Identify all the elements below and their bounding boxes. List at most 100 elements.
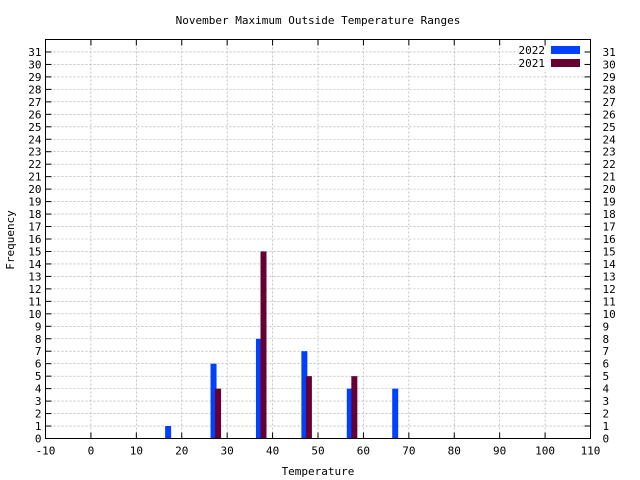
y-tick-label-right: 29: [603, 71, 616, 84]
legend-label: 2022: [519, 44, 546, 57]
y-tick-label: 31: [28, 46, 41, 59]
y-tick-label: 17: [28, 221, 41, 234]
y-tick-label: 12: [28, 283, 41, 296]
x-tick-label: 10: [130, 445, 143, 458]
bar-2022: [301, 351, 308, 439]
y-tick-label: 29: [28, 71, 41, 84]
y-tick-label-right: 9: [603, 320, 610, 333]
y-tick-label: 27: [28, 96, 41, 109]
y-tick-label: 13: [28, 270, 41, 283]
x-tick-label: 70: [402, 445, 415, 458]
y-tick-label: 26: [28, 108, 41, 121]
y-tick-label-right: 12: [603, 283, 616, 296]
x-tick-label: 30: [221, 445, 234, 458]
y-tick-label-right: 28: [603, 83, 616, 96]
x-tick-label: 110: [581, 445, 601, 458]
y-tick-label-right: 30: [603, 58, 616, 71]
legend-label: 2021: [519, 57, 546, 70]
bar-2022: [255, 338, 262, 439]
bar-2021: [215, 388, 222, 439]
bars: [165, 251, 399, 439]
x-tick-label: 80: [448, 445, 461, 458]
y-tick-label-right: 22: [603, 158, 616, 171]
y-tick-label: 6: [35, 358, 42, 371]
y-tick-label-right: 0: [603, 433, 610, 446]
y-tick-label: 7: [35, 345, 42, 358]
y-tick-label: 16: [28, 233, 41, 246]
y-tick-label: 10: [28, 308, 41, 321]
bar-2022: [165, 426, 172, 439]
y-tick-label: 24: [28, 133, 42, 146]
y-tick-label-right: 11: [603, 295, 616, 308]
bar-2022: [392, 388, 399, 439]
y-tick-label-right: 23: [603, 146, 616, 159]
y-tick-label-right: 16: [603, 233, 616, 246]
y-tick-label-right: 3: [603, 395, 610, 408]
y-tick-label: 8: [35, 333, 42, 346]
y-tick-label: 25: [28, 121, 41, 134]
y-tick-label: 11: [28, 295, 41, 308]
bar-2022: [210, 363, 217, 439]
plot-frame: [45, 39, 591, 439]
y-tick-label: 28: [28, 83, 41, 96]
y-tick-label-right: 14: [603, 258, 617, 271]
y-tick-label-right: 20: [603, 183, 616, 196]
bar-2022: [346, 388, 353, 439]
x-tick-label: 90: [493, 445, 506, 458]
x-tick-label: 100: [535, 445, 555, 458]
y-tick-label-right: 25: [603, 121, 616, 134]
x-tick-label: 50: [311, 445, 324, 458]
chart-title: November Maximum Outside Temperature Ran…: [176, 14, 461, 27]
x-tick-label: 60: [357, 445, 370, 458]
y-tick-label-right: 17: [603, 221, 616, 234]
y-tick-label: 19: [28, 196, 41, 209]
y-tick-label-right: 18: [603, 208, 616, 221]
y-tick-label-right: 5: [603, 370, 610, 383]
y-tick-label: 30: [28, 58, 41, 71]
y-tick-label-right: 7: [603, 345, 610, 358]
y-tick-label: 23: [28, 146, 41, 159]
y-tick-label: 1: [35, 420, 42, 433]
y-tick-label-right: 21: [603, 171, 616, 184]
y-tick-label: 22: [28, 158, 41, 171]
y-tick-label: 4: [35, 383, 42, 396]
y-tick-label: 9: [35, 320, 42, 333]
x-tick-label: -10: [36, 445, 56, 458]
y-tick-label: 3: [35, 395, 42, 408]
bar-2021: [305, 376, 312, 439]
bar-2021: [351, 376, 358, 439]
y-axis-label: Frequency: [4, 210, 17, 270]
legend-swatch: [551, 46, 580, 54]
x-tick-label: 0: [88, 445, 95, 458]
y-tick-label: 15: [28, 245, 41, 258]
y-tick-label: 18: [28, 208, 41, 221]
legend-swatch: [551, 59, 580, 67]
x-tick-label: 20: [175, 445, 188, 458]
grid-lines: [45, 39, 591, 439]
y-tick-label-right: 24: [603, 133, 617, 146]
y-tick-label-right: 4: [603, 383, 610, 396]
y-tick-label: 20: [28, 183, 41, 196]
y-tick-label-right: 15: [603, 245, 616, 258]
y-tick-label-right: 31: [603, 46, 616, 59]
y-tick-label: 21: [28, 171, 41, 184]
y-tick-label-right: 19: [603, 196, 616, 209]
y-tick-label-right: 10: [603, 308, 616, 321]
y-tick-label: 14: [28, 258, 42, 271]
y-tick-label-right: 13: [603, 270, 616, 283]
x-tick-label: 40: [266, 445, 279, 458]
y-tick-label-right: 8: [603, 333, 610, 346]
y-tick-label-right: 2: [603, 408, 610, 421]
y-tick-label-right: 27: [603, 96, 616, 109]
y-tick-label: 5: [35, 370, 42, 383]
x-axis-label: Temperature: [282, 465, 355, 478]
y-tick-label-right: 26: [603, 108, 616, 121]
y-tick-label-right: 6: [603, 358, 610, 371]
bar-2021: [260, 251, 267, 439]
y-tick-label-right: 1: [603, 420, 610, 433]
y-tick-label: 2: [35, 408, 42, 421]
y-tick-label: 0: [35, 433, 42, 446]
